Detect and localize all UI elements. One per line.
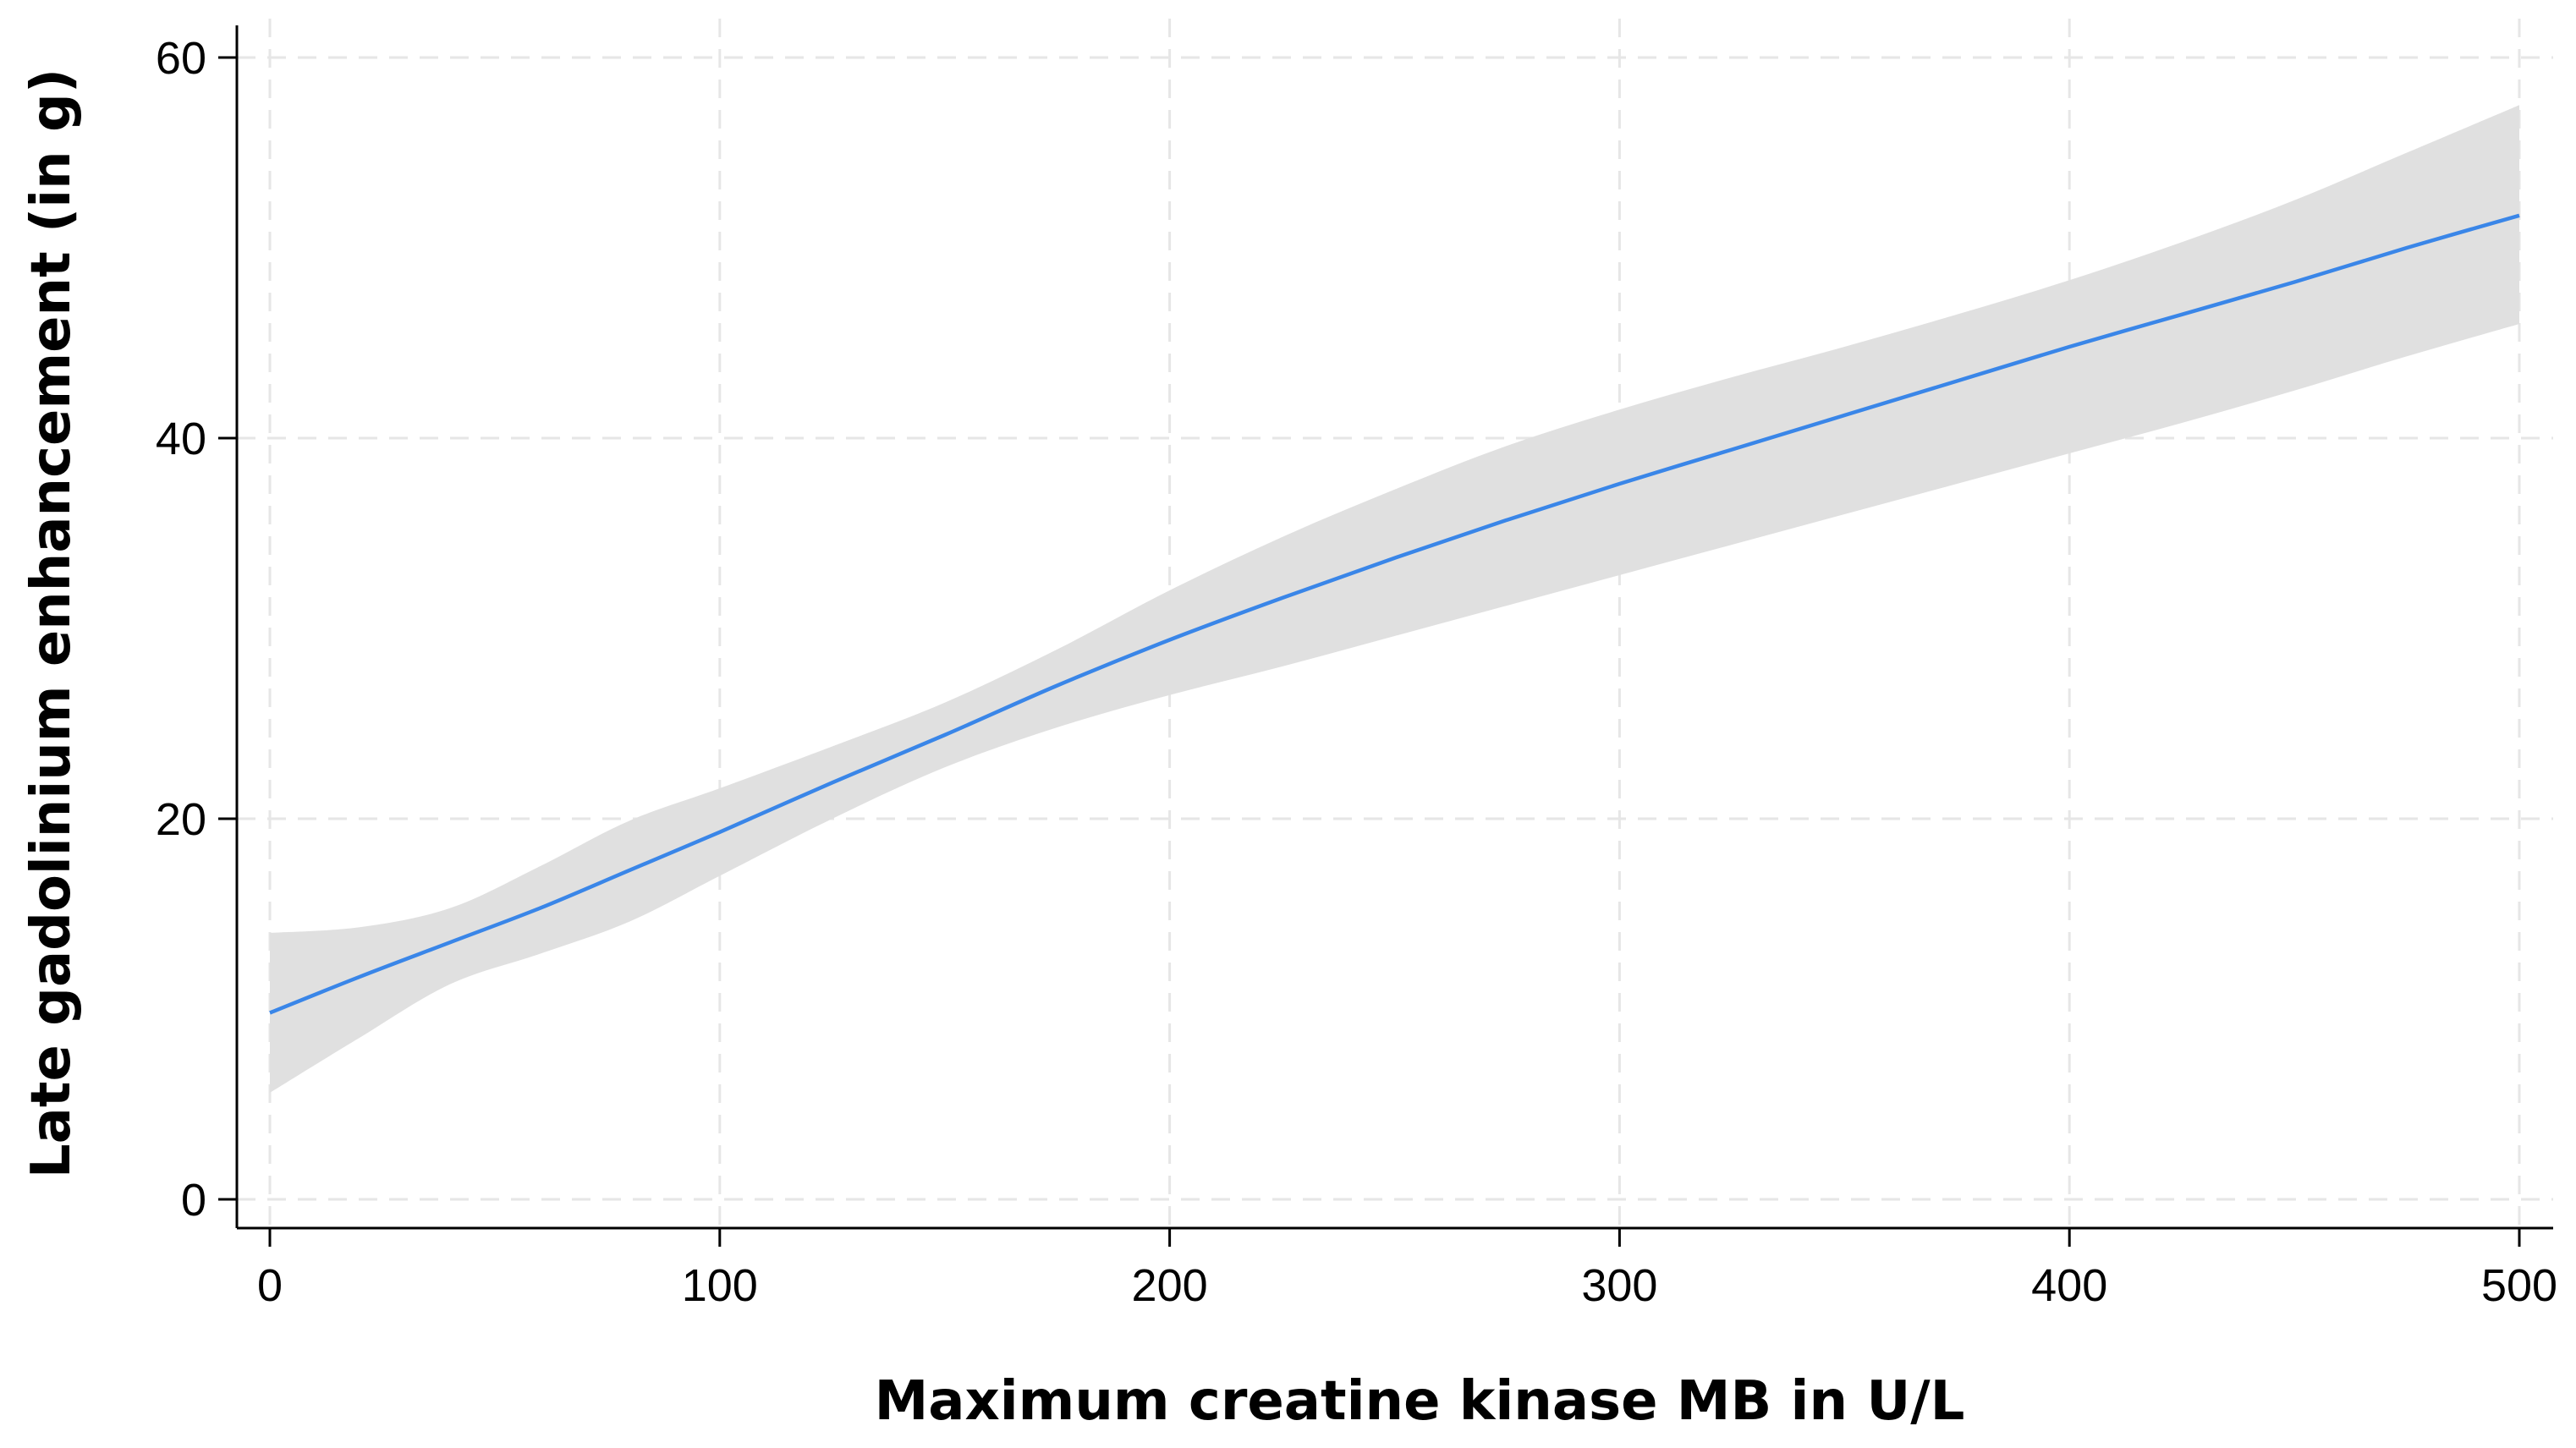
grid bbox=[237, 19, 2553, 1228]
axes bbox=[235, 25, 2553, 1230]
confidence-band bbox=[270, 105, 2519, 1093]
x-axis-title: Maximum creatine kinase MB in U/L bbox=[875, 1370, 1965, 1433]
x-tick-label-200: 200 bbox=[1132, 1260, 1208, 1311]
fit-line bbox=[269, 213, 2520, 1015]
x-tick-label-500: 500 bbox=[2481, 1260, 2557, 1311]
x-tick-label-0: 0 bbox=[257, 1260, 283, 1311]
ticks: 0 100 200 300 400 500 0 20 40 60 bbox=[156, 33, 2557, 1311]
y-tick-label-40: 40 bbox=[156, 414, 206, 464]
y-tick-label-60: 60 bbox=[156, 33, 206, 84]
fit-line-group bbox=[269, 213, 2520, 1015]
y-tick-label-20: 20 bbox=[156, 794, 206, 845]
x-tick-label-400: 400 bbox=[2031, 1260, 2107, 1311]
x-tick-label-300: 300 bbox=[1581, 1260, 1657, 1311]
x-tick-label-100: 100 bbox=[682, 1260, 758, 1311]
y-axis-title: Late gadolinium enhancement (in g) bbox=[20, 69, 83, 1178]
confidence-band-area bbox=[270, 105, 2519, 1093]
y-tick-label-0: 0 bbox=[181, 1175, 206, 1226]
